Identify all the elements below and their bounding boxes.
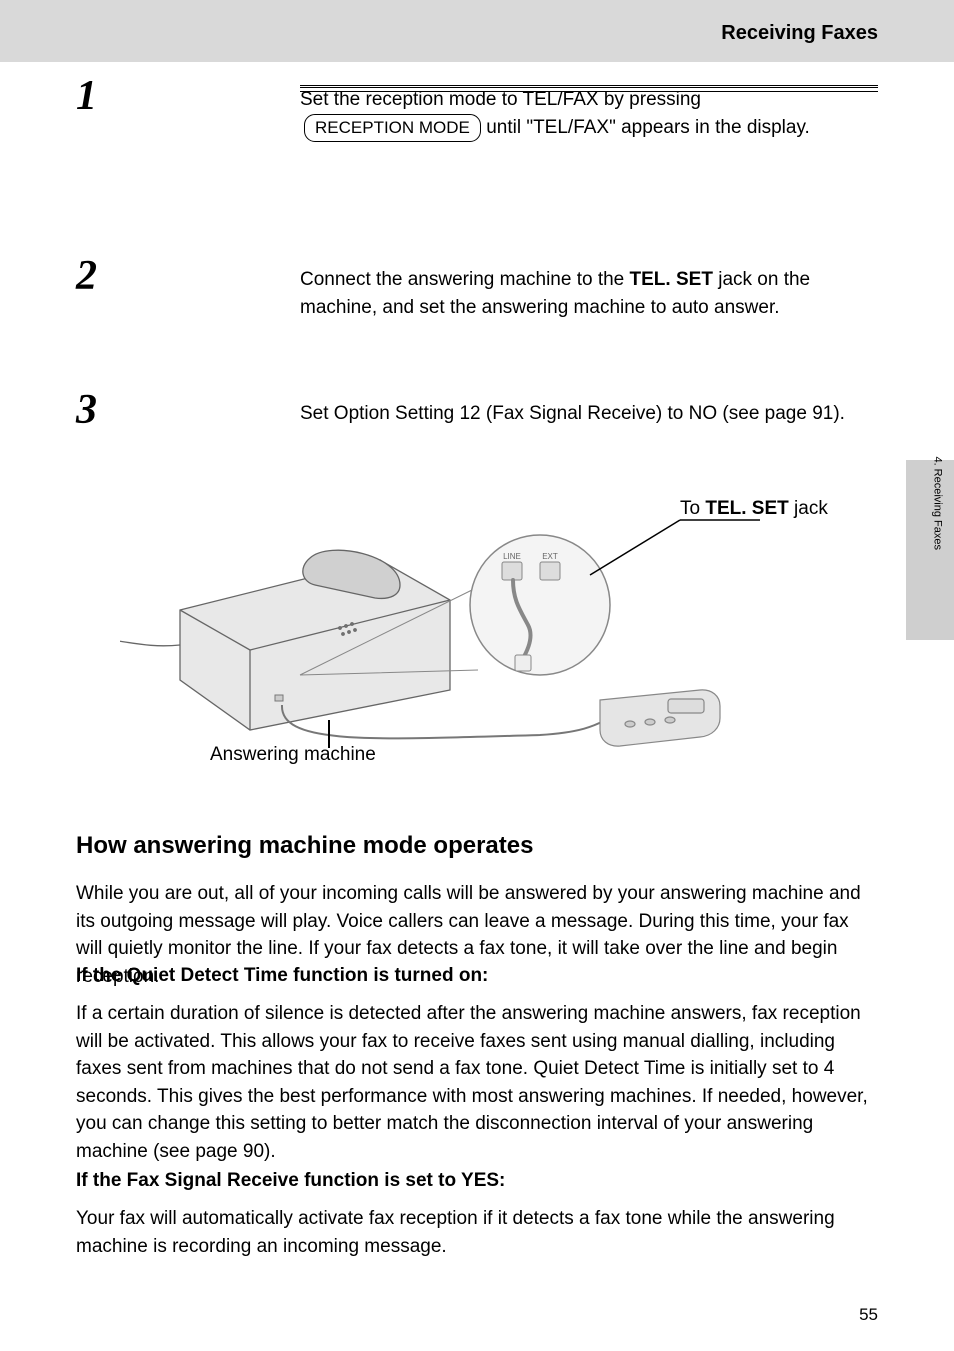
callout-ansmachine: Answering machine: [210, 744, 376, 766]
page-number: 55: [859, 1305, 878, 1325]
step-1-number: 1: [76, 72, 97, 120]
subheader-fax-signal: If the Fax Signal Receive function is se…: [76, 1170, 505, 1192]
callout-telset-b: jack: [789, 498, 828, 519]
step-2-text-a: Connect the answering machine to the: [300, 269, 630, 290]
step-2-text: Connect the answering machine to the TEL…: [300, 266, 878, 321]
svg-text:LINE: LINE: [503, 552, 521, 561]
callout-telset-bold: TEL. SET: [705, 498, 788, 519]
step-2-number: 2: [76, 252, 97, 300]
reception-mode-key: RECEPTION MODE: [304, 114, 481, 143]
header-title: Receiving Faxes: [721, 22, 878, 45]
side-tab-label: 4. Receiving Faxes: [932, 456, 944, 550]
callout-telset-a: To: [680, 498, 705, 519]
step-3-text: Set Option Setting 12 (Fax Signal Receiv…: [300, 400, 878, 428]
step-3-number: 3: [76, 386, 97, 434]
step-2-bold: TEL. SET: [630, 269, 713, 290]
step-1-text-a: Set the reception mode to TEL/FAX by pre…: [300, 89, 701, 110]
block-fax-signal: Your fax will automatically activate fax…: [76, 1205, 878, 1260]
side-tab: [906, 460, 954, 640]
section-title: How answering machine mode operates: [76, 832, 533, 860]
block-quiet-detect: If a certain duration of silence is dete…: [76, 1000, 878, 1165]
step-1-text-b: until "TEL/FAX" appears in the display.: [486, 117, 810, 138]
fax-ansmachine-illustration: LINE EXT: [120, 500, 820, 780]
step-1-text: Set the reception mode to TEL/FAX by pre…: [300, 86, 878, 142]
subheader-quiet-detect: If the Quiet Detect Time function is tur…: [76, 965, 488, 987]
callout-telset: To TEL. SET jack: [680, 498, 828, 520]
svg-text:EXT: EXT: [542, 552, 558, 561]
